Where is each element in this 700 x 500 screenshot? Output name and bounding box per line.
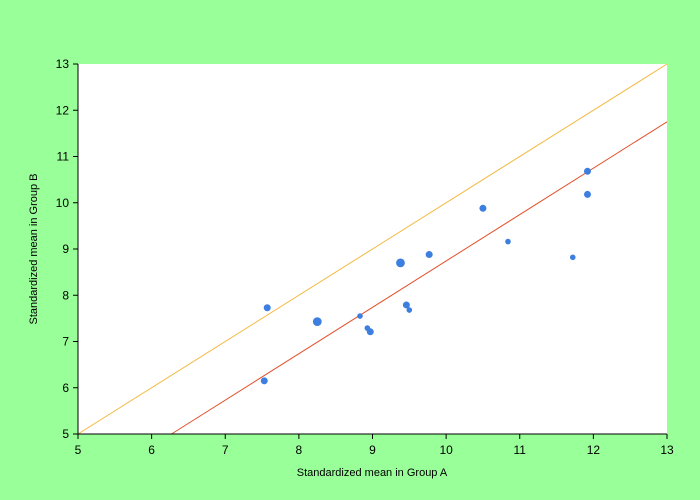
x-tick-label: 11: [514, 443, 527, 457]
x-tick-label: 13: [660, 443, 674, 457]
data-point: [569, 254, 576, 261]
data-point: [406, 307, 413, 313]
y-tick-label: 6: [62, 381, 69, 395]
x-tick-label: 7: [222, 443, 229, 457]
y-tick-label: 9: [62, 242, 69, 256]
data-point: [263, 304, 271, 312]
x-tick-label: 8: [296, 443, 303, 457]
data-point: [583, 190, 591, 198]
data-points: [260, 167, 591, 385]
data-point: [425, 251, 433, 259]
data-point: [396, 258, 405, 268]
x-tick-label: 6: [148, 443, 155, 457]
y-tick-label: 13: [56, 57, 70, 71]
reference-lines: [77, 63, 668, 435]
data-point: [479, 204, 487, 212]
data-point: [583, 167, 591, 175]
y-tick-label: 7: [62, 335, 69, 349]
y-tick-label: 5: [62, 427, 69, 441]
y-ticks: 5 6 7 8 9 10 11 12 13: [56, 57, 78, 441]
fit-line: [171, 121, 668, 435]
y-axis-title: Standardized mean in Group B: [28, 173, 40, 324]
x-tick-label: 5: [75, 443, 82, 457]
data-point: [357, 313, 363, 319]
data-point: [260, 377, 268, 385]
data-point: [402, 301, 410, 309]
y-tick-label: 10: [56, 196, 70, 210]
data-point: [366, 328, 374, 336]
x-tick-label: 10: [439, 443, 453, 457]
y-tick-label: 12: [56, 103, 70, 117]
y-tick-label: 11: [57, 150, 70, 164]
x-axis-title: Standardized mean in Group A: [297, 467, 448, 479]
data-point: [505, 238, 511, 245]
identity-line: [77, 63, 668, 435]
x-tick-label: 9: [369, 443, 376, 457]
x-ticks: 5 6 7 8 9 10 11 12 13: [75, 434, 674, 457]
x-tick-label: 12: [587, 443, 601, 457]
y-tick-label: 8: [62, 288, 69, 302]
data-point: [312, 317, 322, 327]
